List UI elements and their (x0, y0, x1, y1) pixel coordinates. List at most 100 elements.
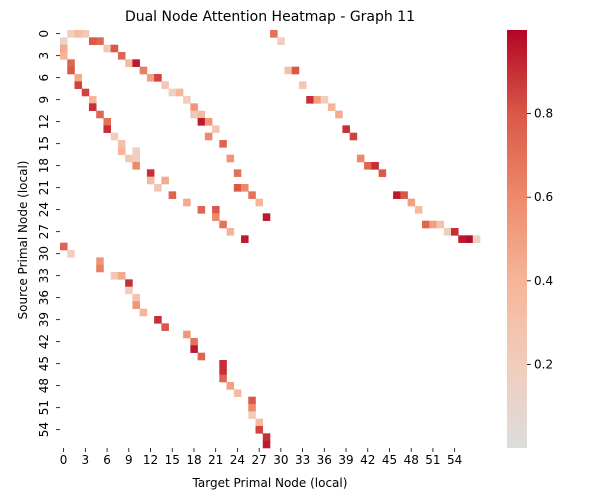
heatmap-cell (74, 30, 83, 38)
x-tick-label: 39 (338, 453, 353, 467)
heatmap-cell (132, 154, 140, 163)
x-tick-label: 0 (60, 453, 68, 467)
y-tick-label: 15 (37, 136, 51, 151)
x-tick-label: 6 (103, 453, 111, 467)
x-tick-label: 18 (186, 453, 201, 467)
heatmap-cell (393, 191, 401, 199)
heatmap-cell (313, 96, 321, 104)
heatmap-cell (161, 81, 169, 89)
heatmap-cell (117, 140, 126, 148)
x-axis-label: Target Primal Node (local) (192, 476, 348, 490)
heatmap-cell (219, 140, 227, 148)
heatmap-cell (270, 30, 278, 38)
heatmap-cell (168, 88, 177, 97)
heatmap-cell (96, 264, 104, 273)
heatmap-cell (197, 206, 206, 214)
heatmap-cell (88, 37, 97, 45)
heatmap-cell (146, 169, 155, 177)
heatmap-cell (197, 352, 206, 361)
y-tick-label: 42 (37, 334, 51, 349)
heatmap-cell (103, 44, 111, 53)
heatmap-cell (168, 191, 177, 199)
heatmap-cell (204, 118, 213, 126)
heatmap-cell (139, 308, 148, 317)
y-tick-label: 36 (37, 290, 51, 305)
y-tick-label: 12 (37, 114, 51, 129)
x-tick-label: 12 (143, 453, 158, 467)
heatmap-cell (248, 411, 256, 419)
heatmap-cell (320, 96, 329, 104)
x-tick-label: 15 (165, 453, 180, 467)
y-tick-label: 6 (37, 74, 51, 82)
colorbar-tick-label: 0.6 (534, 190, 553, 204)
y-tick-label: 39 (37, 312, 51, 327)
heatmap-cell (226, 382, 235, 390)
heatmap-cell (132, 59, 140, 67)
heatmap-cell (139, 66, 148, 75)
heatmap-cell (110, 132, 119, 141)
heatmap-cell (335, 110, 343, 119)
heatmap-cell (146, 176, 155, 185)
colorbar-tick-label: 0.8 (534, 107, 553, 121)
heatmap-cell (407, 198, 416, 207)
y-tick-label: 33 (37, 268, 51, 283)
heatmap-cell (472, 235, 481, 243)
y-tick-label: 9 (37, 96, 51, 104)
heatmap-cell (212, 125, 220, 133)
heatmap-cell (306, 96, 314, 104)
heatmap-cell (400, 191, 408, 199)
heatmap-cell (219, 220, 227, 229)
y-tick-label: 18 (37, 158, 51, 173)
y-tick-label: 48 (37, 378, 51, 393)
heatmap-cell (364, 162, 372, 170)
colorbar-ticks: 0.2 0.4 0.6 0.8 (527, 107, 553, 371)
x-tick-label: 54 (447, 453, 462, 467)
heatmap-cell (74, 81, 83, 89)
heatmap-cell (204, 132, 213, 141)
heatmap-cell (60, 242, 68, 251)
y-tick-label: 0 (37, 30, 51, 38)
heatmap-cell (465, 235, 474, 243)
heatmap-cell (422, 220, 430, 229)
heatmap-cell (161, 176, 169, 185)
heatmap-cell (248, 404, 256, 412)
heatmap-cell (96, 110, 104, 119)
heatmap-cell (146, 74, 155, 82)
heatmap-cell (451, 228, 459, 236)
y-tick-label: 45 (37, 356, 51, 371)
y-axis-label: Source Primal Node (local) (16, 161, 30, 320)
heatmap-cell (154, 316, 162, 324)
heatmap-cell (241, 184, 249, 192)
heatmap-cell (125, 286, 133, 295)
colorbar (507, 30, 527, 448)
heatmap-cell (67, 59, 75, 67)
heatmap-cell (233, 389, 242, 397)
x-tick-label: 33 (295, 453, 310, 467)
y-tick-label: 3 (37, 52, 51, 60)
heatmap-cell (327, 103, 336, 111)
heatmap-cell (262, 433, 271, 441)
heatmap-cell (88, 96, 97, 104)
heatmap-cell (67, 66, 75, 75)
x-tick-label: 45 (382, 453, 397, 467)
heatmap-cell (103, 118, 111, 126)
y-tick-label: 24 (37, 202, 51, 217)
heatmap-cell (132, 301, 140, 309)
heatmap-cell (197, 110, 206, 119)
heatmap-cell (81, 30, 90, 38)
heatmap-cell (241, 235, 249, 243)
heatmap-cell (132, 147, 140, 155)
x-tick-label: 51 (425, 453, 440, 467)
heatmap-cell (60, 37, 68, 45)
heatmap-cell (110, 44, 119, 53)
heatmap-cell (226, 228, 235, 236)
x-tick-label: 27 (251, 453, 266, 467)
heatmap-cell (219, 374, 227, 383)
heatmap-cell (67, 250, 75, 258)
chart-title: Dual Node Attention Heatmap - Graph 11 (125, 9, 415, 25)
heatmap-cell (183, 96, 191, 104)
y-tick-label: 51 (37, 400, 51, 415)
heatmap-cell (248, 191, 256, 199)
heatmap-cell (378, 169, 387, 177)
heatmap-cell (291, 66, 300, 75)
